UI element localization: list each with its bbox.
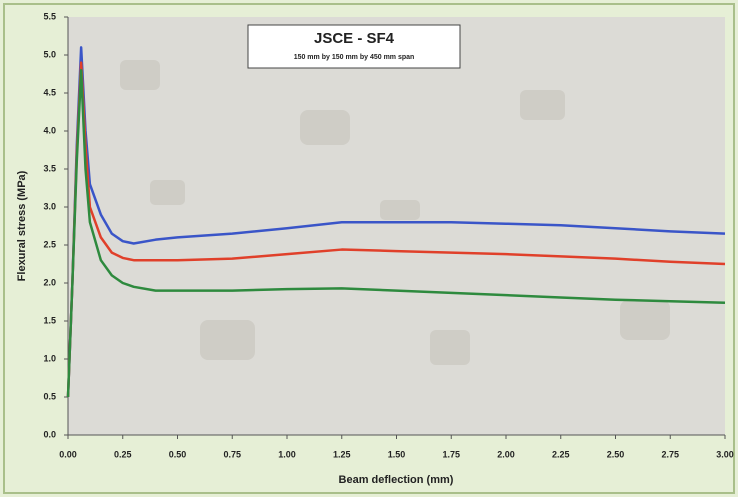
x-tick-label: 0.50 (169, 449, 187, 459)
x-axis-label: Beam deflection (mm) (339, 474, 454, 486)
y-tick-label: 3.5 (43, 163, 56, 173)
chart-title: JSCE - SF4 (314, 30, 395, 47)
x-tick-label: 1.25 (333, 449, 351, 459)
x-tick-label: 1.00 (278, 449, 296, 459)
y-axis-label: Flexural stress (MPa) (16, 170, 28, 281)
y-tick-label: 1.5 (43, 315, 56, 325)
y-tick-label: 2.5 (43, 239, 56, 249)
x-tick-label: 0.25 (114, 449, 132, 459)
y-tick-label: 4.0 (43, 125, 56, 135)
y-tick-label: 0.0 (43, 429, 56, 439)
y-tick-label: 2.0 (43, 277, 56, 287)
x-tick-label: 1.75 (442, 449, 460, 459)
x-tick-label: 2.50 (607, 449, 625, 459)
x-tick-label: 0.75 (223, 449, 241, 459)
y-tick-label: 3.0 (43, 201, 56, 211)
x-tick-label: 2.75 (661, 449, 679, 459)
x-tick-label: 0.00 (59, 449, 77, 459)
x-tick-label: 2.00 (497, 449, 515, 459)
y-tick-label: 1.0 (43, 353, 56, 363)
plot-area (68, 17, 725, 435)
x-tick-label: 2.25 (552, 449, 570, 459)
chart-subtitle: 150 mm by 150 mm by 450 mm span (294, 54, 415, 61)
x-tick-label: 3.00 (716, 449, 734, 459)
y-tick-label: 5.5 (43, 11, 56, 21)
y-tick-label: 4.5 (43, 87, 56, 97)
chart: JSCE - SF4 150 mm by 150 mm by 450 mm sp… (0, 0, 738, 497)
x-tick-label: 1.50 (388, 449, 406, 459)
y-tick-label: 0.5 (43, 391, 56, 401)
y-tick-label: 5.0 (43, 49, 56, 59)
